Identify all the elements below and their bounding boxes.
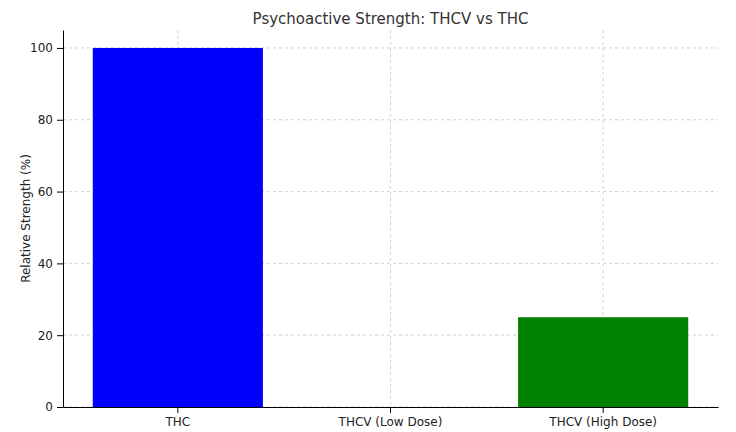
tick-label: 0 bbox=[45, 400, 53, 414]
tick: 0 bbox=[45, 400, 63, 414]
tick-label: THCV (Low Dose) bbox=[338, 415, 443, 429]
bar bbox=[518, 317, 688, 407]
tick: 60 bbox=[38, 185, 63, 199]
bar bbox=[305, 407, 475, 408]
axis-title: Relative Strength (%) bbox=[19, 154, 33, 283]
tick-mark bbox=[57, 407, 63, 408]
tick-mark bbox=[57, 263, 63, 264]
bars bbox=[93, 48, 688, 407]
tick-label: THCV (High Dose) bbox=[548, 415, 657, 429]
tick-mark bbox=[57, 120, 63, 121]
y-axis: 0 20 40 60 80 100 bbox=[30, 31, 63, 415]
tick: THCV (Low Dose) bbox=[338, 407, 443, 429]
tick-mark bbox=[390, 407, 391, 413]
title: Psychoactive Strength: THCV vs THC bbox=[253, 10, 529, 28]
chart: 0 20 40 60 80 100 THC THCV (Low Dose) THCV (High… bbox=[0, 0, 736, 432]
tick: 20 bbox=[38, 329, 63, 343]
axis-line bbox=[63, 31, 64, 408]
tick-mark bbox=[57, 192, 63, 193]
grid-line bbox=[390, 30, 391, 407]
x-axis: THC THCV (Low Dose) THCV (High Dose) bbox=[64, 407, 719, 429]
tick: THC bbox=[164, 407, 190, 429]
tick: 100 bbox=[30, 41, 63, 55]
plot-area: 0 20 40 60 80 100 THC THCV (Low Dose) THCV (High… bbox=[30, 30, 718, 429]
tick-label: 60 bbox=[38, 185, 53, 199]
tick-label: THC bbox=[164, 415, 190, 429]
tick-label: 80 bbox=[38, 113, 53, 127]
grid bbox=[63, 30, 718, 407]
tick-label: 20 bbox=[38, 329, 53, 343]
tick: THCV (High Dose) bbox=[548, 407, 657, 429]
tick-mark bbox=[57, 48, 63, 49]
tick: 40 bbox=[38, 257, 63, 271]
tick-label: 40 bbox=[38, 257, 53, 271]
tick: 80 bbox=[38, 113, 63, 127]
bar bbox=[93, 48, 263, 407]
tick-label: 100 bbox=[30, 41, 53, 55]
tick-mark bbox=[603, 407, 604, 413]
tick-mark bbox=[57, 335, 63, 336]
tick-mark bbox=[177, 407, 178, 413]
